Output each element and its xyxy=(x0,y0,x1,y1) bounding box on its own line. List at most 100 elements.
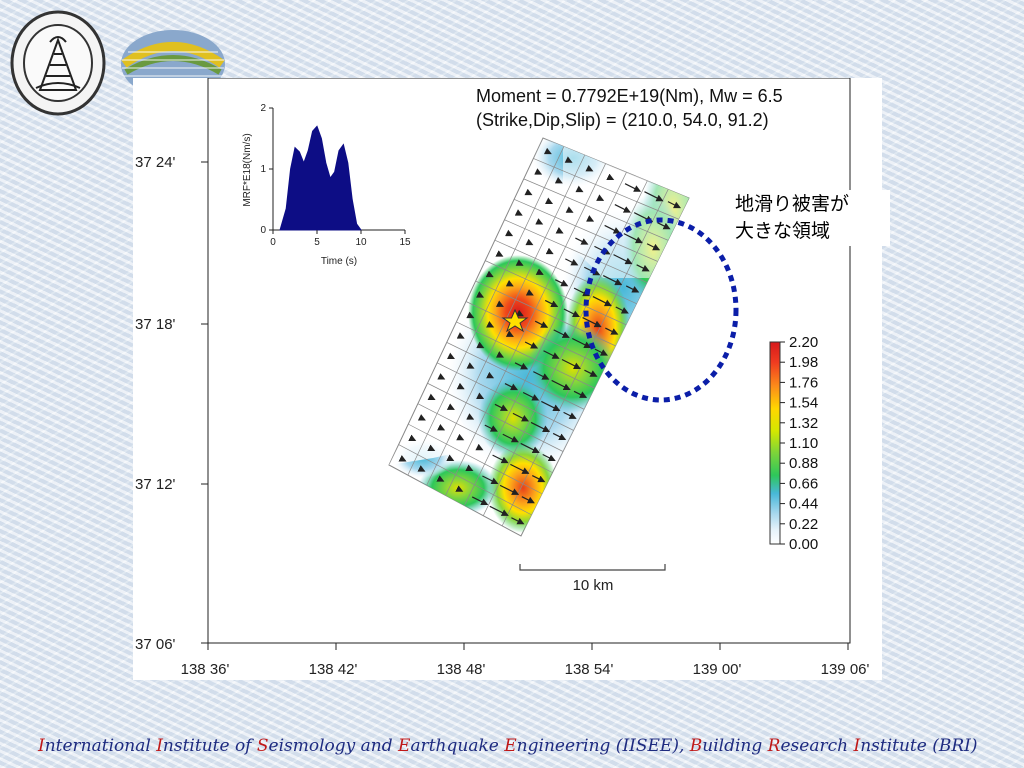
slip-arrow xyxy=(494,403,508,411)
legend-value: 0.00 xyxy=(789,536,818,553)
slip-arrow xyxy=(543,147,552,155)
x-tick-label: 138 42' xyxy=(309,661,358,678)
legend-value: 0.88 xyxy=(789,455,818,472)
grid-line xyxy=(485,260,627,326)
slip-arrow xyxy=(525,238,534,246)
legend-value: 1.10 xyxy=(789,435,818,452)
slip-arrow xyxy=(515,309,524,317)
inset-xlabel: Time (s) xyxy=(321,256,357,267)
slip-arrow xyxy=(511,517,525,525)
y-axis: 37 24' 37 18' 37 12' 37 06' xyxy=(135,154,208,653)
slip-arrow xyxy=(575,185,584,193)
grid-line xyxy=(523,178,669,241)
legend-colorbar xyxy=(769,341,781,545)
slip-arrow xyxy=(455,485,464,492)
slip-arrow xyxy=(542,453,556,462)
subfault-grid xyxy=(398,146,679,527)
slip-arrow xyxy=(594,348,608,356)
slip-arrow xyxy=(561,358,582,370)
slip-arrow xyxy=(563,308,580,318)
slip-arrow xyxy=(521,496,535,504)
slip-arrow xyxy=(565,206,574,213)
slip-arrow xyxy=(495,250,504,257)
slip-arrow xyxy=(427,393,436,401)
slip-arrow xyxy=(554,279,569,287)
slip-arrow xyxy=(572,337,592,349)
x-tick-label: 138 36' xyxy=(181,661,230,678)
slip-arrow xyxy=(646,243,661,251)
slip-arrow xyxy=(535,218,544,225)
slip-map: Moment = 0.7792E+19(Nm), Mw = 6.5 (Strik… xyxy=(135,78,870,678)
slip-arrow xyxy=(476,341,485,349)
grid-line xyxy=(475,280,616,347)
slip-arrow xyxy=(504,383,519,391)
slip-arrow xyxy=(541,400,561,411)
slip-arrow xyxy=(596,194,605,201)
slip-arrow xyxy=(543,350,560,359)
slip-arrow xyxy=(614,204,631,213)
slip-arrow xyxy=(644,191,664,202)
slip-arrow xyxy=(495,300,504,307)
slip-arrow xyxy=(575,237,589,245)
slip-arrow xyxy=(530,421,551,432)
grid-line xyxy=(427,382,564,452)
x-axis: 138 36' 138 42' 138 48' 138 54' 139 00' … xyxy=(181,643,870,678)
slip-arrow xyxy=(437,423,446,431)
slip-arrow xyxy=(586,215,595,222)
moment-rate-area xyxy=(279,125,362,231)
y-tick-label: 37 18' xyxy=(135,316,176,333)
slip-arrow xyxy=(584,369,598,377)
grid-line xyxy=(398,444,532,516)
slip-arrow xyxy=(514,209,523,216)
slip-arrow xyxy=(613,254,633,265)
slip-arrow xyxy=(514,362,529,370)
slip-arrow xyxy=(485,270,494,278)
grid-line xyxy=(436,362,574,431)
grid-line xyxy=(456,321,595,389)
slip-arrow xyxy=(466,413,475,420)
slip-arrow xyxy=(551,379,571,391)
y-tick-label: 37 24' xyxy=(135,154,176,171)
grid-line xyxy=(417,403,553,473)
slip-arrow xyxy=(564,156,573,163)
slip-arrow xyxy=(495,351,505,358)
slip-arrow xyxy=(499,484,520,495)
inset-x-tick-label: 15 xyxy=(399,237,411,248)
y-tick-label: 37 06' xyxy=(135,636,176,653)
legend-value: 1.32 xyxy=(789,415,818,432)
slip-arrow xyxy=(565,258,579,266)
slip-arrow xyxy=(482,475,499,485)
slip-arrow xyxy=(466,362,475,369)
grid-line xyxy=(464,172,627,506)
slip-arrow xyxy=(484,424,498,432)
moment-rate-inset: 0 5 10 15 0 1 2 MRF*E18(Nm/s) Time (s) xyxy=(242,103,411,267)
footer-segment: Seismology and xyxy=(256,736,399,756)
legend-value: 2.20 xyxy=(789,334,818,351)
institute-footer: International Institute of Seismology an… xyxy=(38,736,998,756)
grid-line xyxy=(501,189,669,527)
slip-arrow xyxy=(563,411,577,419)
slip-arrow xyxy=(466,311,475,319)
slip-arrow xyxy=(592,296,612,307)
slip-arrow xyxy=(657,222,671,230)
slip-arrow xyxy=(515,259,524,266)
x-tick-label: 139 00' xyxy=(693,661,742,678)
slip-arrow xyxy=(582,317,602,328)
footer-segment: Engineering (IISEE), xyxy=(504,736,690,756)
slip-arrow xyxy=(505,279,514,287)
footer-segment: International xyxy=(38,736,157,756)
slip-arrow xyxy=(531,475,546,483)
slip-arrow xyxy=(502,433,519,443)
slip-arrow xyxy=(604,224,621,234)
slip-arrow xyxy=(534,320,549,328)
slip-arrow xyxy=(554,176,563,184)
footer-segment: Building xyxy=(689,736,768,756)
scale-bar-label: 10 km xyxy=(573,577,614,594)
inset-ylabel: MRF*E18(Nm/s) xyxy=(242,133,253,206)
grid-line xyxy=(446,342,585,410)
slip-arrow xyxy=(573,287,591,297)
inset-x-tick-label: 0 xyxy=(270,237,276,248)
slip-arrow xyxy=(475,291,485,298)
legend-value: 1.98 xyxy=(789,354,818,371)
slip-distribution-figure: Moment = 0.7792E+19(Nm), Mw = 6.5 (Strik… xyxy=(133,78,882,680)
